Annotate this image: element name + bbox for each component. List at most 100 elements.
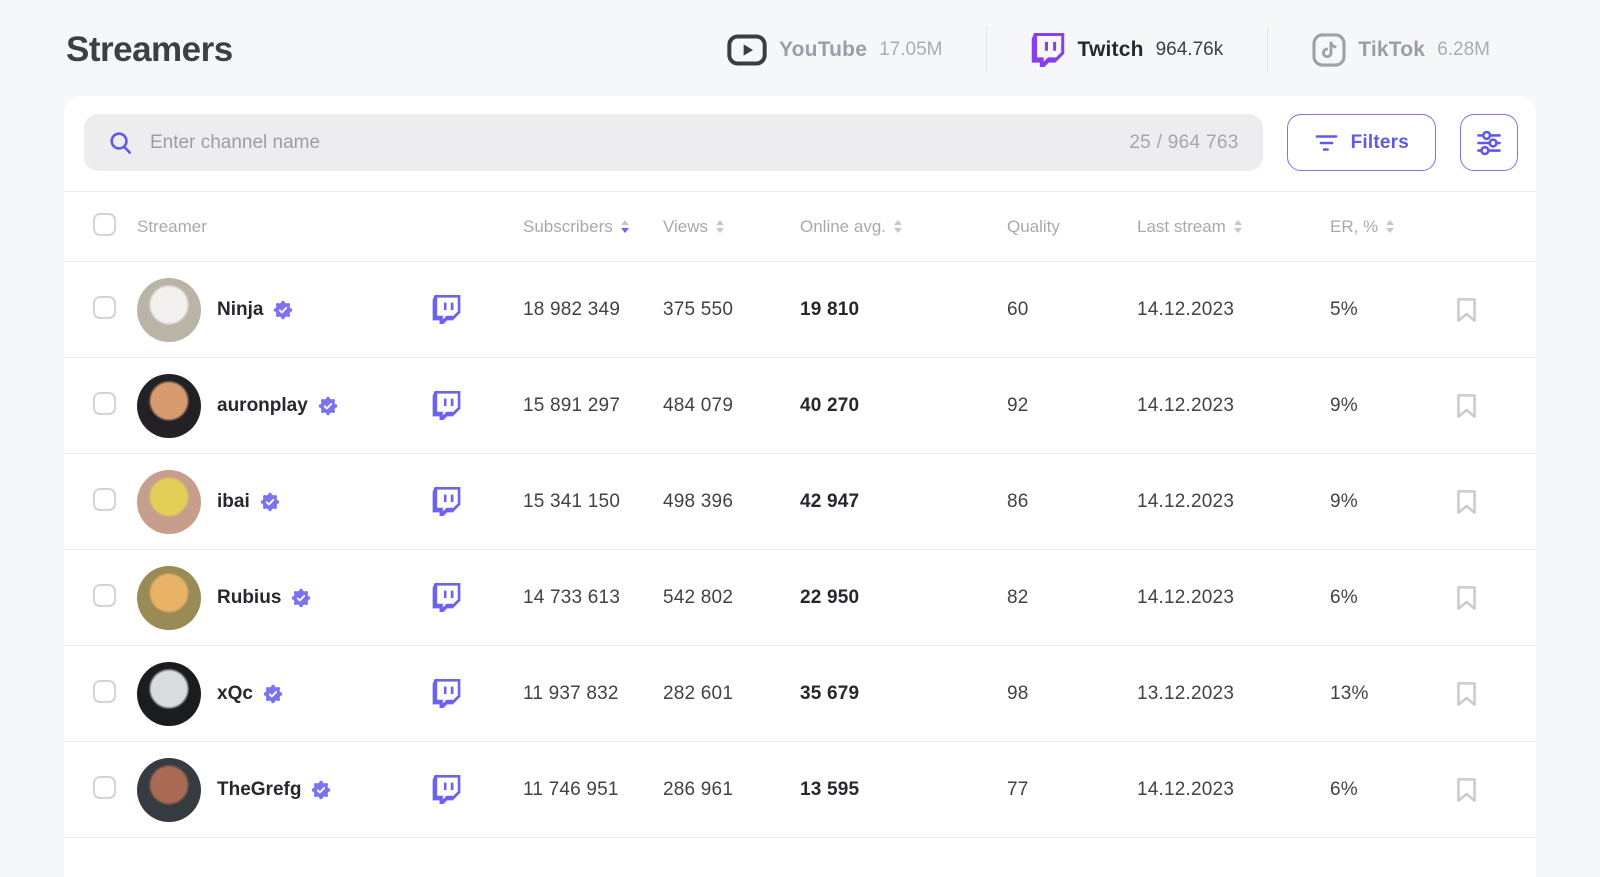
column-settings-button[interactable]	[1460, 114, 1518, 171]
table-row[interactable]: TheGrefg	[64, 742, 1536, 838]
tab-count: 964.76k	[1155, 39, 1224, 60]
subscribers-value: 15 341 150	[523, 490, 621, 512]
page-title: Streamers	[66, 30, 233, 69]
streamer-name[interactable]: Ninja	[217, 298, 264, 320]
views-value: 542 802	[663, 586, 734, 608]
last-stream-value: 14.12.2023	[1137, 298, 1235, 320]
tab-label: YouTube	[778, 38, 868, 61]
table-row[interactable]: auronplay	[64, 358, 1536, 454]
er-value: 9%	[1330, 490, 1358, 512]
twitch-icon	[432, 295, 461, 324]
quality-value: 82	[1007, 586, 1029, 608]
avatar	[137, 277, 201, 342]
views-value: 282 601	[663, 682, 734, 704]
online-avg-value: 40 270	[800, 394, 860, 416]
col-quality: Quality	[1007, 216, 1060, 236]
er-value: 6%	[1330, 778, 1358, 800]
quality-value: 60	[1007, 298, 1029, 320]
online-avg-value: 22 950	[800, 586, 860, 608]
bookmark-icon[interactable]	[1455, 297, 1478, 323]
streamer-name[interactable]: TheGrefg	[217, 778, 302, 800]
search-row: 25 / 964 763 Filters	[64, 96, 1536, 191]
subscribers-value: 14 733 613	[523, 586, 621, 608]
bookmark-icon[interactable]	[1455, 777, 1478, 803]
table-row[interactable]: Rubius 1	[64, 550, 1536, 646]
row-checkbox[interactable]	[93, 679, 116, 703]
twitch-icon	[432, 391, 461, 420]
tab-count: 6.28M	[1437, 39, 1490, 60]
tab-divider	[986, 27, 988, 73]
tab-label: TikTok	[1358, 38, 1426, 61]
sort-icon-views[interactable]	[716, 220, 725, 233]
avatar	[137, 565, 201, 630]
platform-tabs: YouTube 17.05M Twitch 964.76k	[725, 27, 1492, 73]
sort-icon-subscribers[interactable]	[620, 220, 629, 233]
tiktok-icon	[1312, 33, 1346, 67]
row-checkbox[interactable]	[93, 487, 116, 511]
search-bar[interactable]: 25 / 964 763	[84, 114, 1263, 171]
subscribers-value: 18 982 349	[523, 298, 621, 320]
last-stream-value: 14.12.2023	[1137, 490, 1235, 512]
filters-button[interactable]: Filters	[1286, 114, 1436, 171]
er-value: 13%	[1330, 682, 1369, 704]
top-bar: Streamers YouTube 17.05M Twitch 964.76k	[0, 0, 1600, 96]
select-all-checkbox[interactable]	[93, 212, 116, 236]
quality-value: 98	[1007, 682, 1029, 704]
tab-count: 17.05M	[879, 39, 943, 60]
table-row[interactable]: Ninja 18	[64, 262, 1536, 358]
bookmark-icon[interactable]	[1455, 489, 1478, 515]
streamer-name[interactable]: xQc	[217, 682, 253, 704]
twitch-icon	[432, 679, 461, 708]
table-row[interactable]: ibai 15	[64, 454, 1536, 550]
row-checkbox[interactable]	[93, 583, 116, 607]
sort-icon-last-stream[interactable]	[1233, 220, 1242, 233]
sort-icon-er[interactable]	[1386, 220, 1395, 233]
views-value: 286 961	[663, 778, 734, 800]
sort-icon-online-avg[interactable]	[894, 220, 902, 233]
verified-badge-icon	[263, 684, 283, 704]
col-views[interactable]: Views	[663, 216, 709, 236]
tab-twitch[interactable]: Twitch 964.76k	[1029, 29, 1225, 71]
avatar	[137, 661, 201, 726]
row-checkbox[interactable]	[93, 295, 116, 319]
tab-label: Twitch	[1077, 38, 1144, 61]
col-last-stream[interactable]: Last stream	[1137, 216, 1226, 236]
table-row[interactable]: xQc 11 9	[64, 646, 1536, 742]
twitch-icon	[432, 487, 461, 516]
views-value: 498 396	[663, 490, 734, 512]
col-online-avg[interactable]: Online avg.	[800, 216, 886, 236]
bookmark-icon[interactable]	[1455, 681, 1478, 707]
col-subscribers[interactable]: Subscribers	[523, 216, 613, 236]
tab-youtube[interactable]: YouTube 17.05M	[725, 30, 944, 70]
online-avg-value: 13 595	[800, 778, 860, 800]
verified-badge-icon	[273, 300, 293, 320]
youtube-icon	[727, 34, 767, 66]
col-er[interactable]: ER, %	[1330, 216, 1379, 236]
subscribers-value: 11 746 951	[523, 778, 619, 800]
quality-value: 77	[1007, 778, 1029, 800]
verified-badge-icon	[260, 492, 280, 512]
last-stream-value: 14.12.2023	[1137, 586, 1235, 608]
views-value: 484 079	[663, 394, 734, 416]
twitch-icon	[1031, 33, 1065, 67]
online-avg-value: 35 679	[800, 682, 860, 704]
last-stream-value: 14.12.2023	[1137, 394, 1235, 416]
row-checkbox[interactable]	[93, 775, 116, 799]
col-streamer: Streamer	[137, 216, 207, 236]
tab-tiktok[interactable]: TikTok 6.28M	[1310, 29, 1492, 71]
last-stream-value: 14.12.2023	[1137, 778, 1235, 800]
er-value: 9%	[1330, 394, 1358, 416]
streamer-name[interactable]: auronplay	[217, 394, 308, 416]
search-icon	[108, 130, 134, 156]
quality-value: 86	[1007, 490, 1029, 512]
online-avg-value: 42 947	[800, 490, 860, 512]
bookmark-icon[interactable]	[1455, 585, 1478, 611]
streamer-name[interactable]: Rubius	[217, 586, 282, 608]
streamer-name[interactable]: ibai	[217, 490, 250, 512]
row-checkbox[interactable]	[93, 391, 116, 415]
views-value: 375 550	[663, 298, 734, 320]
filters-button-label: Filters	[1350, 131, 1409, 153]
search-input[interactable]	[150, 131, 1114, 154]
bookmark-icon[interactable]	[1455, 393, 1478, 419]
quality-value: 92	[1007, 394, 1029, 416]
